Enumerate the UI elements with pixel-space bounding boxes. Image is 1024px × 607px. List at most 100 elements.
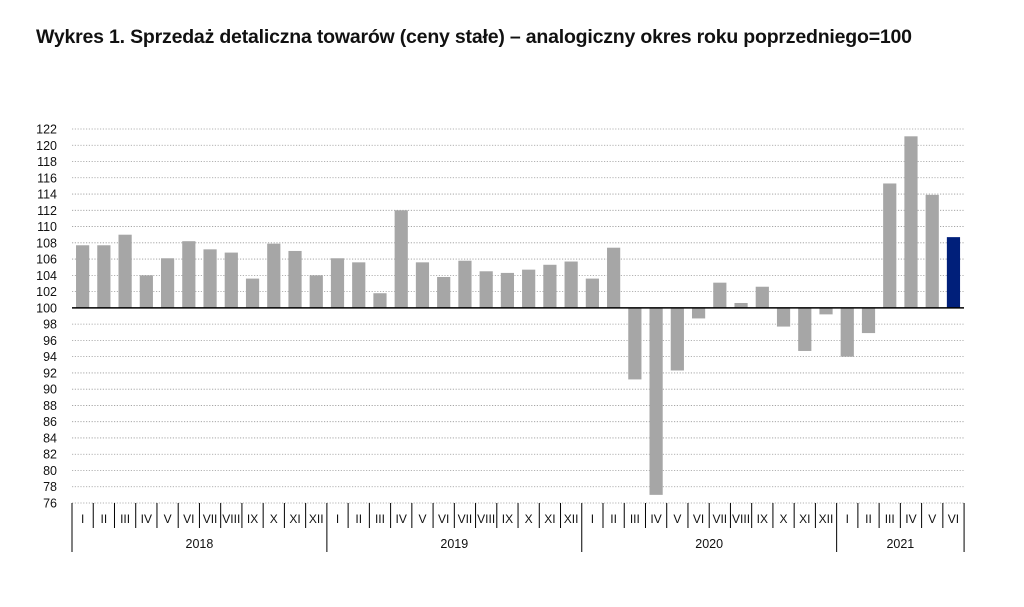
y-tick-label: 112 (37, 204, 57, 218)
bar (139, 275, 153, 308)
bar (288, 250, 302, 308)
y-tick-label: 102 (36, 285, 57, 299)
bar (352, 262, 366, 308)
month-label: II (865, 512, 872, 526)
bar (437, 276, 451, 308)
y-tick-label: 96 (43, 334, 57, 348)
year-label: 2020 (695, 537, 723, 551)
bar (76, 245, 90, 308)
bar (946, 237, 961, 308)
month-label: I (336, 512, 339, 526)
month-label: XII (819, 512, 834, 526)
bar (522, 269, 536, 308)
gridlines (72, 128, 964, 504)
bar (819, 307, 833, 315)
y-tick-label: 118 (37, 155, 57, 169)
bar (628, 307, 642, 380)
bar (670, 307, 684, 371)
month-label: VI (183, 512, 194, 526)
bar (585, 278, 599, 308)
bar (160, 258, 175, 308)
y-tick-label: 108 (36, 236, 57, 250)
month-label: I (81, 512, 84, 526)
month-label: V (418, 512, 426, 526)
month-label: IX (757, 512, 768, 526)
month-label: X (525, 512, 533, 526)
month-label: IV (650, 512, 661, 526)
bar (245, 278, 260, 308)
y-tick-label: 100 (36, 301, 57, 315)
bar (755, 286, 769, 308)
bar (267, 243, 281, 308)
month-label: XI (289, 512, 300, 526)
month-label: VI (693, 512, 704, 526)
bar (925, 194, 939, 308)
month-label: VII (458, 512, 473, 526)
y-tick-label: 90 (43, 383, 57, 397)
month-label: IV (396, 512, 407, 526)
bar (883, 183, 897, 308)
bar (415, 262, 430, 308)
month-label: VIII (222, 512, 240, 526)
month-label: VIII (477, 512, 495, 526)
bar (479, 271, 493, 308)
y-tick-label: 122 (36, 123, 57, 137)
bar (330, 258, 345, 308)
month-label: I (846, 512, 849, 526)
month-label: XII (309, 512, 324, 526)
month-label: XII (564, 512, 579, 526)
bar (373, 293, 387, 308)
bar (840, 307, 854, 357)
month-label: II (355, 512, 362, 526)
month-label: I (591, 512, 594, 526)
month-label: III (120, 512, 130, 526)
y-tick-label: 84 (43, 431, 57, 445)
month-label: IV (141, 512, 152, 526)
bar (798, 307, 812, 351)
y-tick-label: 88 (43, 399, 57, 413)
bar (776, 307, 791, 327)
month-label: X (270, 512, 278, 526)
month-label: III (375, 512, 385, 526)
bars (76, 136, 961, 495)
month-label: XI (799, 512, 810, 526)
y-tick-label: 78 (43, 480, 57, 494)
month-label: III (885, 512, 895, 526)
bar (224, 252, 238, 308)
bar (734, 302, 748, 308)
month-label: VI (948, 512, 959, 526)
y-tick-label: 94 (43, 350, 57, 364)
year-label: 2018 (186, 537, 214, 551)
bar (118, 234, 132, 308)
bar (182, 241, 196, 308)
month-label: V (164, 512, 172, 526)
y-tick-label: 98 (43, 318, 57, 332)
month-label: VII (203, 512, 218, 526)
bar (649, 307, 663, 495)
month-label: VIII (732, 512, 750, 526)
y-tick-label: 86 (43, 415, 57, 429)
month-label: X (780, 512, 788, 526)
chart-title: Wykres 1. Sprzedaż detaliczna towarów (c… (36, 26, 912, 48)
bar (904, 136, 918, 308)
bar (607, 247, 621, 308)
month-label: V (673, 512, 681, 526)
y-tick-label: 120 (36, 139, 57, 153)
bar (500, 272, 515, 308)
bar (543, 264, 557, 308)
month-label: IX (502, 512, 513, 526)
bar (203, 249, 217, 308)
month-label: IX (247, 512, 258, 526)
y-tick-label: 114 (37, 188, 57, 202)
bar (713, 282, 727, 308)
year-label: 2019 (440, 537, 468, 551)
bar (564, 261, 578, 308)
month-label: V (928, 512, 936, 526)
y-tick-label: 80 (43, 464, 57, 478)
month-label: VII (712, 512, 727, 526)
y-tick-label: 82 (43, 448, 57, 462)
bar (458, 260, 472, 308)
month-label: III (630, 512, 640, 526)
month-label: IV (905, 512, 916, 526)
